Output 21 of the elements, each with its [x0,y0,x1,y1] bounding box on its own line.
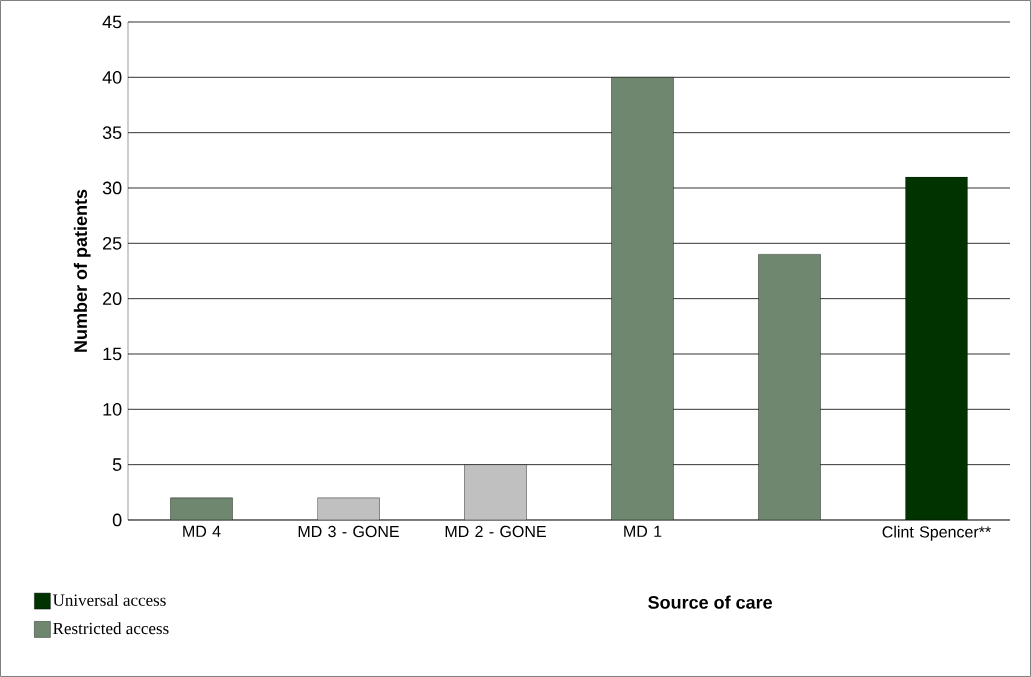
x-tick-label: MD 3 - GONE [298,525,399,538]
y-tick-label: 15 [103,347,122,361]
y-tick-label: 0 [112,513,122,527]
y-tick-label: 40 [102,70,122,84]
y-tick-label: 45 [102,15,122,29]
y-tick-label: 10 [103,402,122,416]
y-tick-label: 25 [103,236,122,250]
y-axis-title: Number of patients [73,189,91,352]
bar [611,77,674,520]
bar [758,254,821,520]
x-axis-title: Source of care [648,595,773,609]
legend-label: Restricted access [53,622,169,635]
x-tick-label: MD 2 - GONE [445,525,546,538]
x-tick-label: MD 4 [183,525,221,537]
x-tick-label: Clint Spencer** [882,525,991,541]
y-tick-label: 30 [102,181,122,195]
y-tick-label: 5 [112,458,122,471]
y-tick-label: 20 [103,292,122,306]
x-tick-label: MD 1 [624,525,662,537]
y-tick-label: 35 [102,126,122,140]
legend-label: Universal access [52,593,166,606]
